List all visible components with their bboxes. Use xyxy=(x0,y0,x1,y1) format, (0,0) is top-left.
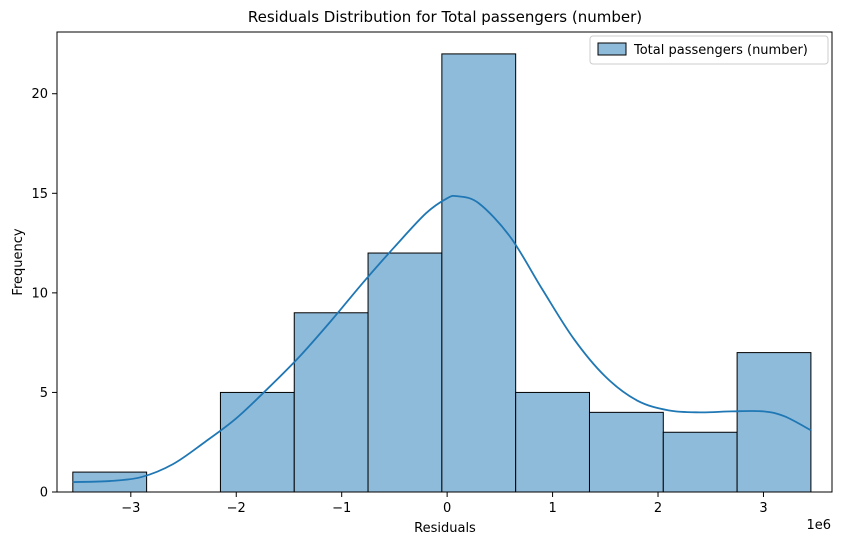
chart-title: Residuals Distribution for Total passeng… xyxy=(248,8,642,26)
legend-label: Total passengers (number) xyxy=(633,43,808,58)
y-axis-ticks: 0 5 10 15 20 xyxy=(31,87,57,501)
x-tick-label: −3 xyxy=(121,501,140,516)
x-tick-label: 0 xyxy=(443,501,451,516)
histogram-bar xyxy=(367,252,443,493)
plot-area-frame xyxy=(56,31,833,493)
kde-curve xyxy=(72,194,812,483)
histogram-bar xyxy=(736,352,812,493)
x-tick-label: 2 xyxy=(654,501,662,516)
legend-box xyxy=(589,35,829,65)
y-axis-label: Frequency xyxy=(11,228,26,295)
histogram-bar xyxy=(662,431,738,493)
bars-layer xyxy=(72,53,812,493)
x-tick-label: 1 xyxy=(548,501,556,516)
histogram-bar xyxy=(293,312,369,493)
legend: Total passengers (number) xyxy=(589,35,829,65)
y-tick-label: 5 xyxy=(40,386,48,401)
x-tick-label: 3 xyxy=(759,501,767,516)
x-tick-label: −1 xyxy=(332,501,351,516)
y-tick-label: 15 xyxy=(31,187,48,202)
histogram-bar xyxy=(588,411,664,493)
y-tick-label: 10 xyxy=(31,286,48,301)
x-axis-offset-label: 1e6 xyxy=(806,518,831,533)
legend-swatch xyxy=(597,42,627,56)
x-axis-ticks: −3 −2 −1 0 1 2 3 xyxy=(121,492,768,516)
y-tick-label: 20 xyxy=(31,87,48,102)
histogram-bar xyxy=(441,53,517,493)
histogram-bar xyxy=(219,391,295,493)
histogram-bar xyxy=(515,391,590,493)
x-axis-label: Residuals xyxy=(414,521,476,536)
y-tick-label: 0 xyxy=(40,486,48,501)
x-tick-label: −2 xyxy=(227,501,246,516)
